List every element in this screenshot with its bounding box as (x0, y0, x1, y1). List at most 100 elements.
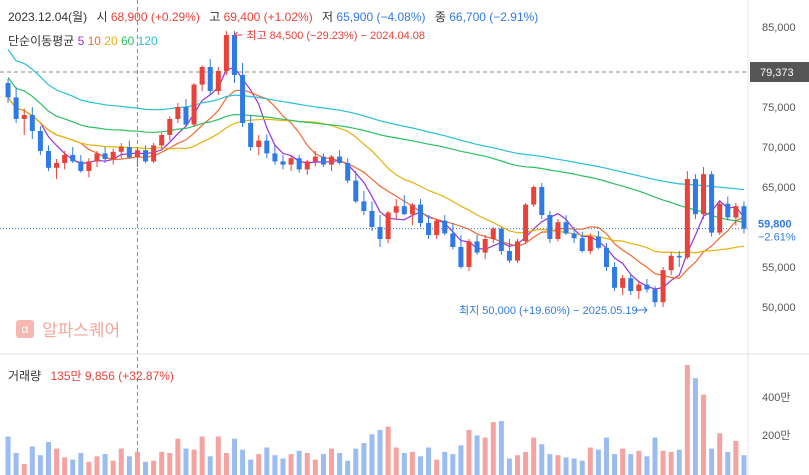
volume-bar (458, 445, 464, 475)
volume-bar (134, 451, 140, 475)
candle-body (547, 215, 553, 239)
volume-bar (199, 436, 205, 475)
volume-legend: 거래량 135만 9,856 (+32.87%) (8, 367, 174, 384)
ma-legend[interactable]: 단순이동평균 5 10 20 60 120 (8, 32, 158, 49)
candle-body (134, 150, 140, 158)
ma-period-60: 60 (117, 34, 135, 48)
volume-bar (272, 455, 278, 475)
volume-bar (78, 453, 84, 475)
candle-body (717, 203, 723, 233)
candle-body (466, 241, 472, 267)
candle-body (159, 135, 165, 146)
candle-body (62, 155, 68, 163)
volume-bar (660, 450, 666, 475)
high-value: 69,400 (+1.02%) (223, 10, 313, 24)
volume-bar (555, 455, 561, 475)
high-arrow-icon (233, 31, 243, 39)
volume-bar (409, 451, 415, 475)
volume-bar (547, 454, 553, 475)
volume-bar (264, 447, 270, 475)
low-value: 65,900 (−4.08%) (336, 10, 426, 24)
volume-bar (628, 454, 634, 475)
volume-bar (191, 449, 197, 475)
volume-bar (151, 460, 157, 475)
candle-body (329, 156, 335, 165)
volume-bars (5, 365, 747, 475)
candle-body (692, 179, 698, 215)
candle-body (515, 241, 521, 261)
candle-body (143, 150, 149, 162)
annotations: 최고 84,500 (−29.23%) − 2024.04.08 최지 50,00… (233, 29, 648, 317)
price-tick-label: 55,000 (762, 262, 796, 274)
volume-bar (304, 453, 310, 475)
candle-body (498, 228, 504, 251)
volume-bar (587, 447, 593, 475)
volume-bar (288, 454, 294, 475)
volume-bar (126, 456, 132, 475)
close-label: 종 (434, 10, 446, 24)
candle-body (54, 163, 60, 168)
volume-bar (312, 459, 318, 475)
watermark: α 알파스퀘어 (16, 316, 120, 341)
volume-bar (539, 444, 545, 475)
volume-value: 135만 9,856 (+32.87%) (50, 369, 174, 383)
candle-body (741, 206, 747, 229)
candle-body (191, 84, 197, 125)
volume-label: 거래량 (8, 369, 42, 383)
candle-body (684, 179, 690, 258)
volume-bar (523, 451, 529, 475)
volume-bar (337, 453, 343, 475)
candle-body (506, 251, 512, 261)
ma-periods: 5 10 20 60 120 (78, 34, 158, 48)
high-annotation: 최고 84,500 (−29.23%) − 2024.04.08 (246, 29, 425, 42)
volume-bar (369, 434, 375, 475)
open-value: 68,900 (+0.29%) (110, 10, 200, 24)
volume-bar (725, 451, 731, 475)
candle-body (320, 156, 326, 165)
candle-body (531, 187, 537, 205)
volume-bar (426, 447, 432, 475)
candle-body (353, 180, 359, 202)
volume-bar (490, 422, 496, 475)
volume-bar (37, 455, 43, 475)
volume-bar (231, 438, 237, 475)
volume-bar (159, 451, 165, 475)
volume-bar (595, 449, 601, 475)
candle-body (304, 161, 310, 170)
price-tick-label: 65,000 (762, 182, 796, 194)
candle-body (571, 233, 577, 239)
volume-bar (70, 459, 76, 475)
volume-bar (482, 437, 488, 475)
candle-body (628, 278, 634, 291)
volume-bar (741, 455, 747, 475)
volume-bar (175, 438, 181, 475)
candle-body (409, 204, 415, 215)
candle-body (426, 223, 432, 235)
candle-body (256, 140, 262, 147)
candle-body (337, 156, 343, 163)
volume-bar (94, 456, 100, 475)
candle-body (474, 241, 480, 253)
volume-bar (709, 448, 715, 475)
candle-body (587, 236, 593, 251)
candle-body (223, 35, 229, 71)
volume-bar (393, 447, 399, 475)
candle-body (563, 222, 569, 234)
candle-body (126, 147, 132, 158)
volume-bar (434, 459, 440, 475)
volume-bar (5, 436, 11, 475)
volume-bar (466, 429, 472, 475)
volume-bar (143, 461, 149, 475)
volume-bar (442, 451, 448, 475)
volume-bar (223, 453, 229, 475)
candle-body (385, 212, 391, 239)
candle-body (490, 228, 496, 239)
price-axis: 50,00055,00060,00065,00070,00075,00085,0… (750, 22, 809, 442)
candle-body (603, 247, 609, 267)
candle-body (13, 97, 19, 119)
volume-bar (506, 458, 512, 475)
candle-body (401, 206, 407, 215)
volume-bar (118, 448, 124, 475)
candle-body (579, 238, 585, 251)
